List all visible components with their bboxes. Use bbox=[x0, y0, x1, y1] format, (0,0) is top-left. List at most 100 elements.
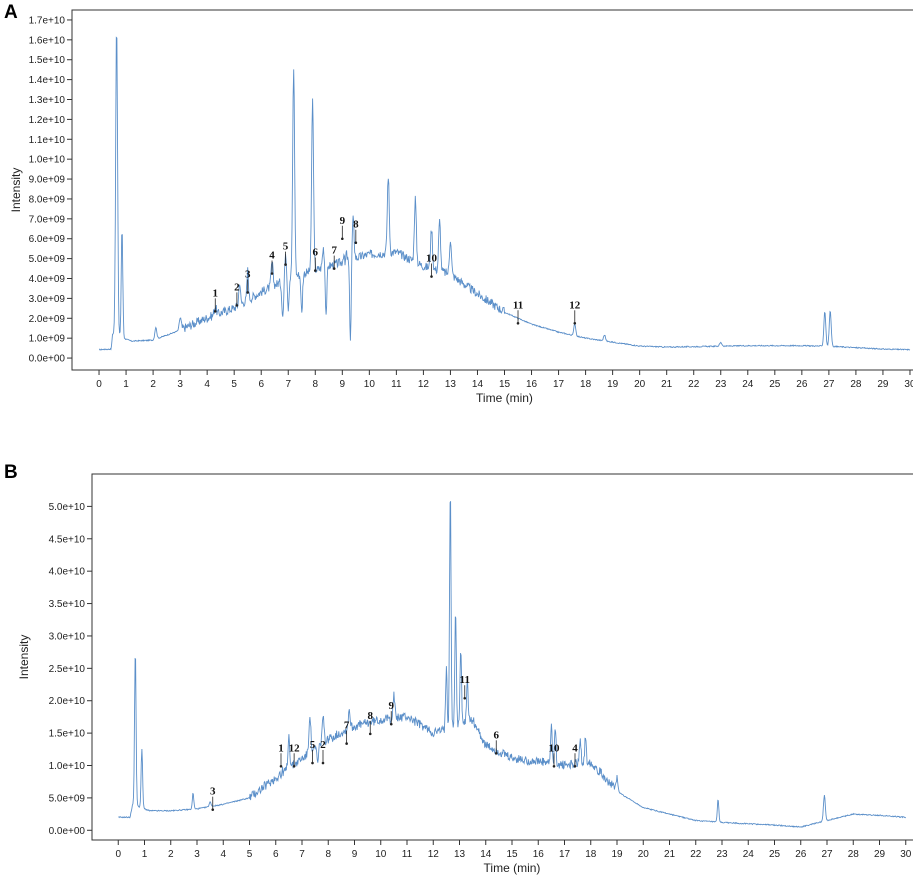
x-tick-label: 3 bbox=[177, 379, 183, 390]
peak-marker-dot bbox=[345, 742, 348, 745]
x-tick-label: 7 bbox=[285, 379, 291, 390]
y-tick-label: 3.5e+10 bbox=[49, 599, 86, 610]
peak-marker-dot bbox=[341, 237, 344, 241]
peak-label: 2 bbox=[320, 739, 326, 751]
x-tick-label: 0 bbox=[115, 849, 121, 860]
peak-label: 9 bbox=[389, 700, 395, 712]
x-tick-label: 6 bbox=[258, 379, 264, 390]
x-tick-label: 24 bbox=[742, 379, 754, 390]
peak-marker-dot bbox=[292, 764, 296, 768]
peak-label: 3 bbox=[210, 786, 216, 798]
x-tick-label: 12 bbox=[418, 379, 430, 390]
x-tick-label: 27 bbox=[821, 849, 833, 860]
x-tick-label: 6 bbox=[273, 849, 279, 860]
x-tick-label: 17 bbox=[559, 849, 571, 860]
x-tick-label: 5 bbox=[247, 849, 253, 860]
x-tick-label: 29 bbox=[874, 849, 886, 860]
x-tick-label: 19 bbox=[611, 849, 623, 860]
peak-marker-dot bbox=[430, 275, 433, 278]
y-tick-label: 1.1e+10 bbox=[29, 135, 66, 146]
x-tick-label: 19 bbox=[607, 379, 619, 390]
y-axis-title: Intensity bbox=[9, 168, 23, 213]
y-tick-label: 1.0e+10 bbox=[29, 155, 66, 166]
peak-label: 4 bbox=[572, 742, 578, 754]
x-tick-label: 0 bbox=[96, 379, 102, 390]
x-tick-label: 13 bbox=[454, 849, 466, 860]
x-tick-label: 9 bbox=[352, 849, 358, 860]
x-axis-title: Time (min) bbox=[476, 391, 533, 405]
x-tick-label: 9 bbox=[340, 379, 346, 390]
peak-marker-dot bbox=[270, 272, 274, 275]
y-axis-title: Intensity bbox=[17, 635, 31, 680]
peak-marker-dot bbox=[332, 267, 336, 270]
x-tick-label: 10 bbox=[364, 379, 376, 390]
peak-label: 8 bbox=[353, 219, 359, 231]
peak-marker-dot bbox=[321, 761, 325, 765]
y-tick-label: 1.7e+10 bbox=[29, 15, 66, 26]
x-tick-label: 29 bbox=[877, 379, 889, 390]
x-tick-label: 4 bbox=[204, 379, 210, 390]
peak-marker-dot bbox=[213, 310, 217, 313]
peak-marker-dot bbox=[494, 752, 498, 755]
x-tick-label: 8 bbox=[313, 379, 319, 390]
x-tick-label: 5 bbox=[231, 379, 237, 390]
peak-marker-dot bbox=[311, 761, 314, 765]
x-tick-label: 2 bbox=[150, 379, 156, 390]
peak-label: 12 bbox=[289, 742, 301, 754]
peak-label: 10 bbox=[426, 253, 438, 265]
x-tick-label: 11 bbox=[402, 849, 413, 860]
x-tick-label: 23 bbox=[716, 849, 728, 860]
chart-panel-b: 0 1 2 3 4 5 6 7 8 9 10 11 12 13 14 15 16 17 18 19 20 21 22 23 24… bbox=[17, 473, 913, 875]
y-tick-label: 1.5e+10 bbox=[49, 729, 86, 740]
x-tick-label: 16 bbox=[533, 849, 545, 860]
x-tick-label: 21 bbox=[664, 849, 676, 860]
x-tick-label: 10 bbox=[375, 849, 387, 860]
x-tick-label: 20 bbox=[634, 379, 646, 390]
peak-marker-dot bbox=[573, 321, 577, 325]
x-tick-label: 13 bbox=[445, 379, 457, 390]
y-tick-label: 1.2e+10 bbox=[29, 115, 66, 126]
y-tick-label: 1.0e+10 bbox=[49, 761, 86, 772]
y-tick-label: 4.5e+10 bbox=[49, 534, 86, 545]
x-tick-label: 15 bbox=[499, 379, 511, 390]
x-tick-label: 3 bbox=[194, 849, 200, 860]
peak-label: 4 bbox=[269, 250, 275, 262]
peak-marker-dot bbox=[516, 321, 520, 325]
chromatogram-trace bbox=[99, 36, 911, 351]
x-tick-label: 30 bbox=[904, 379, 913, 390]
y-tick-label: 1.4e+10 bbox=[29, 75, 66, 86]
y-tick-label: 1.3e+10 bbox=[29, 95, 66, 106]
peak-marker-dot bbox=[313, 269, 317, 272]
panel-letter-a: A bbox=[4, 2, 18, 23]
y-tick-label: 3.0e+10 bbox=[49, 631, 86, 642]
x-tick-label: 17 bbox=[553, 379, 565, 390]
peak-label: 12 bbox=[569, 299, 581, 311]
x-tick-label: 2 bbox=[168, 849, 174, 860]
x-tick-label: 15 bbox=[506, 849, 518, 860]
x-tick-label: 18 bbox=[585, 849, 597, 860]
peak-marker-dot bbox=[235, 304, 239, 307]
x-tick-label: 18 bbox=[580, 379, 592, 390]
y-tick-label: 4.0e+09 bbox=[29, 274, 66, 285]
peak-label: 7 bbox=[331, 245, 337, 257]
y-tick-label: 1.6e+10 bbox=[29, 35, 66, 46]
x-tick-label: 21 bbox=[661, 379, 673, 390]
y-tick-label: 7.0e+09 bbox=[29, 214, 66, 225]
y-tick-label: 2.5e+10 bbox=[49, 664, 86, 675]
peak-label: 6 bbox=[494, 729, 500, 741]
peak-marker-dot bbox=[284, 263, 287, 266]
peak-label: 6 bbox=[313, 247, 319, 259]
x-tick-label: 22 bbox=[690, 849, 702, 860]
x-tick-label: 12 bbox=[428, 849, 440, 860]
plot-frame bbox=[71, 9, 913, 371]
peak-label: 7 bbox=[344, 720, 350, 732]
y-tick-label: 6.0e+09 bbox=[29, 234, 66, 245]
x-tick-label: 22 bbox=[688, 379, 700, 390]
y-tick-label: 2.0e+09 bbox=[29, 314, 66, 325]
x-tick-label: 28 bbox=[850, 379, 862, 390]
x-axis-title: Time (min) bbox=[484, 861, 541, 875]
y-tick-label: 9.0e+09 bbox=[29, 175, 66, 186]
peak-label: 1 bbox=[278, 742, 284, 754]
x-tick-label: 1 bbox=[142, 849, 148, 860]
